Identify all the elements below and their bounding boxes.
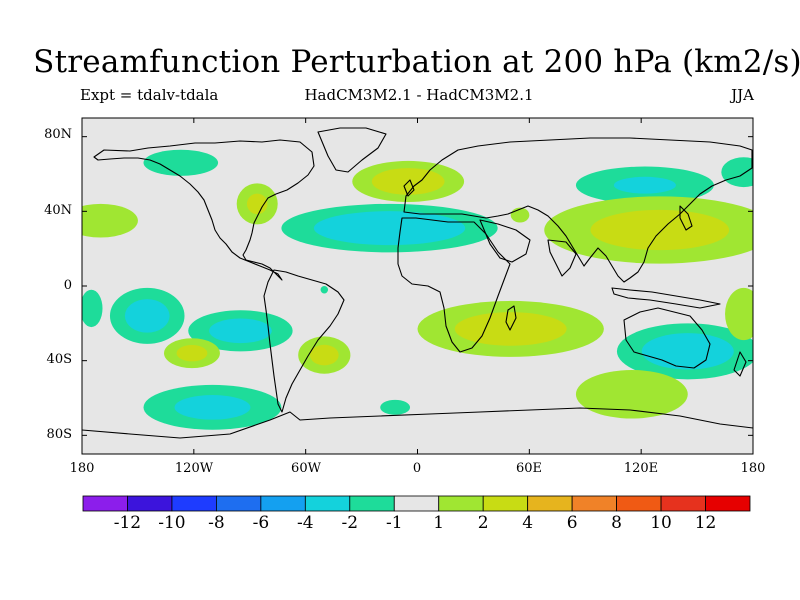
lat-label-80s: 80S [46, 427, 72, 442]
lat-label-0: 0 [63, 278, 72, 293]
colorbar-swatch-13 [660, 495, 706, 512]
field-southern-ocean-low-level-1 [174, 395, 251, 420]
colorbar-swatch-1 [127, 495, 173, 512]
colorbar-label-9: 4 [522, 513, 534, 533]
lon-label-120w: 120W [174, 461, 214, 476]
colorbar-swatch-11 [571, 495, 618, 512]
colorbar-label-12: 10 [650, 513, 672, 533]
colorbar-swatch-4 [260, 495, 306, 512]
colorbar-label-8: 2 [477, 513, 489, 533]
coastline-indonesia [611, 287, 721, 309]
coastline-eurasia [403, 137, 753, 283]
colorbar-swatch-14 [705, 495, 751, 512]
colorbar-label-11: 8 [611, 513, 622, 533]
colorbar-label-6: -1 [385, 513, 403, 533]
lon-label-0: 0 [412, 461, 422, 476]
lon-label-60e: 60E [515, 461, 543, 476]
field-south-east-pacific-low-level-1 [209, 318, 272, 344]
colorbar-label-7: 1 [433, 513, 445, 533]
lat-label-40n: 40N [44, 203, 72, 218]
colorbar-swatch-9 [482, 495, 529, 512]
coastline-arabia-india [479, 219, 577, 277]
colorbar-swatch-10 [527, 495, 573, 512]
colorbar-label-3: -6 [252, 513, 270, 533]
coastlines [82, 127, 753, 439]
model-label: HadCM3M2.1 - HadCM3M2.1 [304, 86, 534, 104]
chart-title: Streamfunction Perturbation at 200 hPa (… [33, 44, 800, 80]
lat-label-80n: 80N [44, 127, 72, 142]
field-south-atlantic-high-level-1 [309, 344, 339, 366]
colorbar-swatch-6 [349, 495, 395, 512]
lon-label-60w: 60W [291, 461, 321, 476]
field-australia-low-level-1 [641, 333, 734, 370]
season-label: JJA [731, 86, 754, 104]
coastline-greenland [317, 127, 387, 173]
field-black-sea-high-level-0 [510, 207, 530, 223]
field-south-pacific-low-level-1 [124, 299, 170, 333]
field-east-pacific-high-level-0 [82, 203, 138, 238]
colorbar-label-4: -4 [297, 513, 314, 533]
coastline-british-isles [403, 179, 415, 197]
coastline-north-america [93, 139, 315, 281]
lon-label-180w: 180 [69, 461, 95, 476]
colorbar-swatch-0 [82, 495, 128, 512]
colorbar-label-5: -2 [341, 513, 359, 533]
coastline-antarctica [82, 407, 753, 439]
colorbar-label-1: -10 [158, 513, 186, 533]
field-atlantic-mediterranean-low-level-1 [313, 211, 466, 246]
colorbar-swatch-8 [438, 495, 484, 512]
colorbar-swatch-5 [304, 495, 351, 512]
lat-label-40s: 40S [46, 352, 72, 367]
coastline-africa [397, 217, 511, 353]
field-east-siberia-low-level-0 [721, 157, 753, 188]
coastline-japan [679, 205, 693, 231]
field-atlantic-equatorial-low-level-0 [320, 286, 329, 294]
colorbar-swatch-12 [616, 495, 662, 512]
coastline-australia [623, 307, 711, 369]
colorbar-label-0: -12 [113, 513, 142, 533]
lon-label-120e: 120E [623, 461, 659, 476]
field-date-line-tropical-low-level-0 [82, 289, 103, 328]
field-east-asia-north-pacific-high-level-1 [590, 209, 730, 251]
field-north-america-high-level-1 [246, 193, 268, 215]
colorbar-label-13: 12 [694, 513, 717, 533]
field-siberia-low-level-1 [613, 176, 676, 194]
field-north-pacific-arctic-low-level-0 [143, 149, 219, 176]
coastline-south-america [263, 269, 345, 413]
field-west-pacific-high-level-0 [725, 287, 753, 341]
field-south-atlantic-small-low-level-0 [380, 399, 411, 415]
field-south-pacific-high-level-1 [176, 344, 208, 362]
colorbar-label-10: 6 [566, 513, 578, 533]
coastline-new-zealand [733, 351, 747, 377]
colorbar-swatch-2 [171, 495, 217, 512]
experiment-label: Expt = tdalv-tdala [80, 86, 219, 104]
colorbar-label-2: -8 [208, 513, 225, 533]
colorbar-swatch-3 [215, 495, 262, 512]
colorbar-swatch-7 [393, 495, 440, 512]
field-southern-indian-high-level-0 [575, 370, 688, 419]
lon-label-180e: 180 [740, 461, 766, 476]
coastline-madagascar [505, 305, 517, 331]
